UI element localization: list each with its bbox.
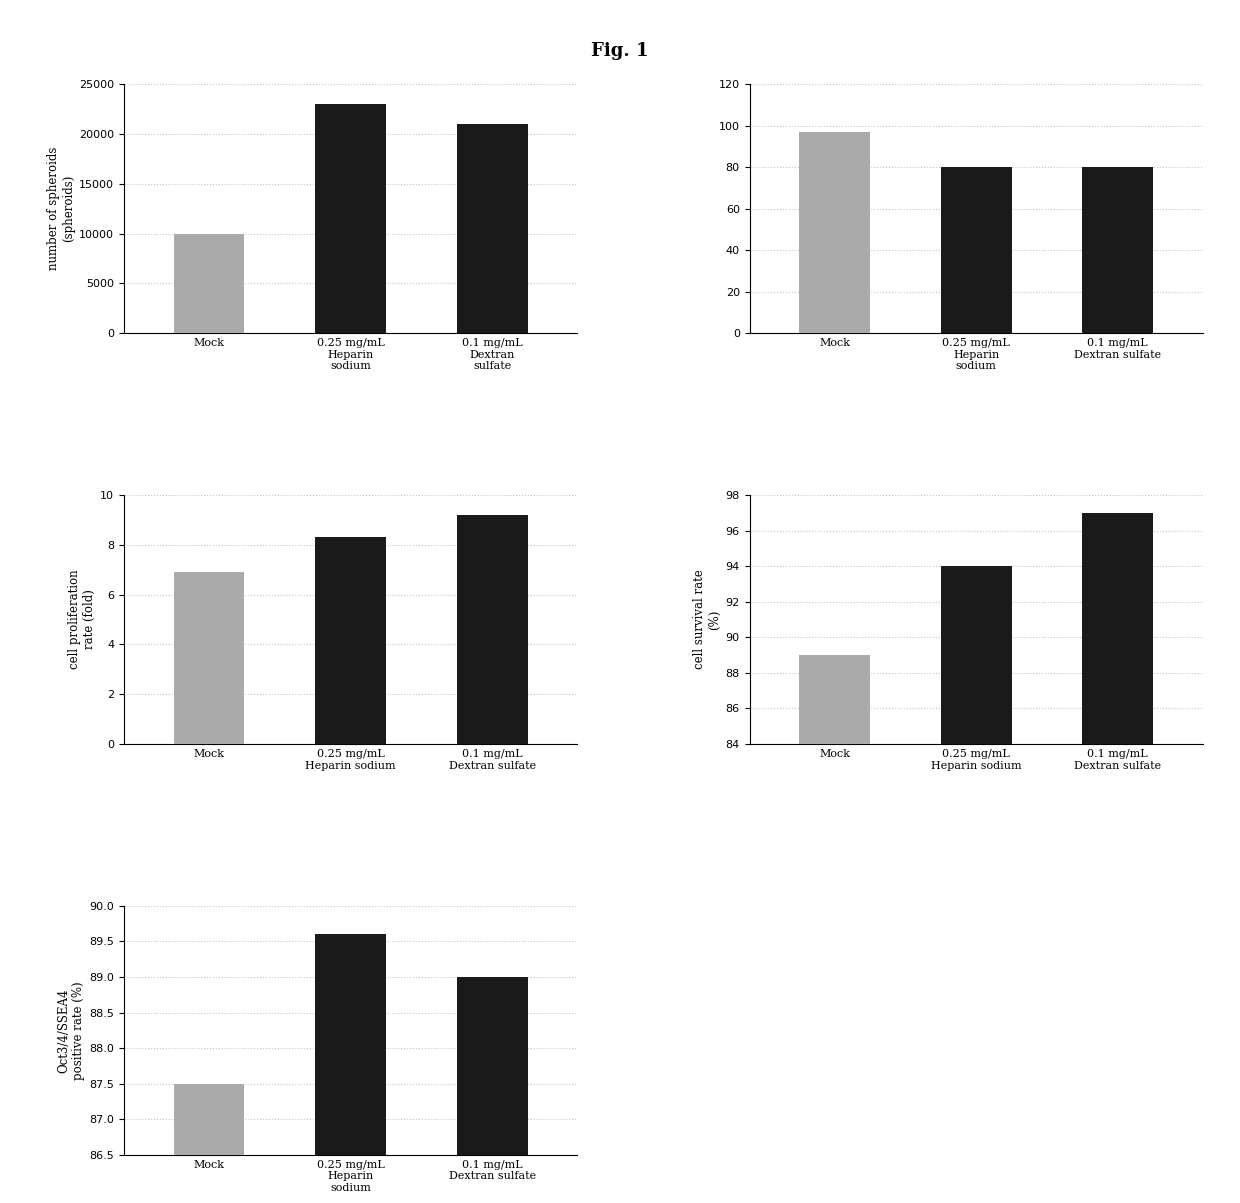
Bar — [1083, 167, 1153, 333]
Bar — [174, 1084, 244, 1203]
Bar — [799, 656, 870, 1203]
Y-axis label: cell proliferation
rate (fold): cell proliferation rate (fold) — [68, 570, 97, 669]
Bar — [456, 124, 528, 333]
Bar — [174, 233, 244, 333]
Y-axis label: number of spheroids
(spheroids): number of spheroids (spheroids) — [47, 147, 74, 271]
Bar — [456, 515, 528, 743]
Bar — [174, 573, 244, 743]
Bar — [941, 567, 1012, 1203]
Bar — [1083, 512, 1153, 1203]
Text: Fig. 1: Fig. 1 — [591, 42, 649, 60]
Bar — [315, 935, 386, 1203]
Bar — [799, 132, 870, 333]
Bar — [941, 167, 1012, 333]
Bar — [315, 105, 386, 333]
Bar — [315, 538, 386, 743]
Y-axis label: Oct3/4/SSEA4
positive rate (%): Oct3/4/SSEA4 positive rate (%) — [57, 982, 86, 1080]
Y-axis label: cell survival rate
(%): cell survival rate (%) — [693, 570, 722, 669]
Bar — [456, 977, 528, 1203]
